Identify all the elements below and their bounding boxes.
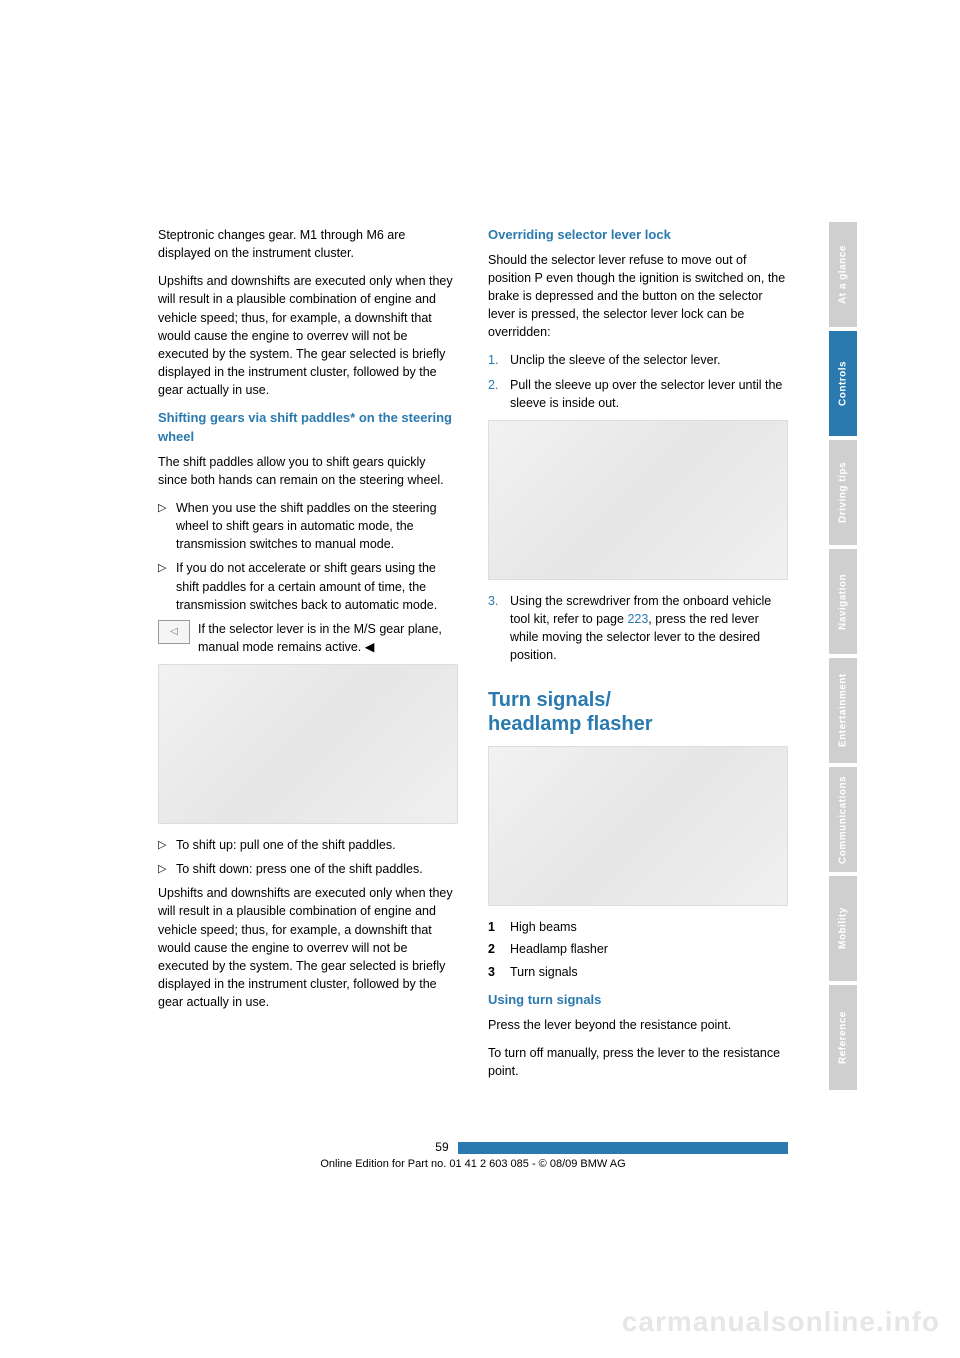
paragraph: The shift paddles allow you to shift gea… [158,453,458,489]
tab-at-a-glance[interactable]: At a glance [829,222,857,327]
subheading-using-turn-signals: Using turn signals [488,991,788,1010]
ordered-item: 3. Using the screwdriver from the onboar… [488,592,788,665]
bullet-icon: ▷ [158,559,176,613]
step-number: 2. [488,376,510,412]
tab-mobility[interactable]: Mobility [829,876,857,981]
page-number: 59 [435,1140,448,1154]
subheading-shift-paddles: Shifting gears via shift paddles* on the… [158,409,458,447]
bullet-text: If you do not accelerate or shift gears … [176,559,458,613]
right-column: Overriding selector lever lock Should th… [488,226,788,1090]
figure-shift-paddles [158,664,458,824]
legend-text: Headlamp flasher [510,940,788,958]
tab-communications[interactable]: Communications [829,767,857,872]
bullet-icon: ▷ [158,499,176,553]
tab-navigation[interactable]: Navigation [829,549,857,654]
step-number: 3. [488,592,510,665]
ordered-item: 2. Pull the sleeve up over the selector … [488,376,788,412]
bullet-item: ▷ If you do not accelerate or shift gear… [158,559,458,613]
paragraph: Should the selector lever refuse to move… [488,251,788,342]
step-text: Using the screwdriver from the onboard v… [510,592,788,665]
page-link-223[interactable]: 223 [627,612,648,626]
bullet-text: To shift down: press one of the shift pa… [176,860,458,878]
subheading-override-lock: Overriding selector lever lock [488,226,788,245]
paragraph: To turn off manually, press the lever to… [488,1044,788,1080]
bullet-icon: ▷ [158,860,176,878]
heading-line2: headlamp flasher [488,713,653,735]
figure-selector-lever [488,420,788,580]
legend-text: Turn signals [510,963,788,981]
bullet-item: ▷ When you use the shift paddles on the … [158,499,458,553]
legend-number: 1 [488,918,510,936]
paragraph: Steptronic changes gear. M1 through M6 a… [158,226,458,262]
heading-turn-signals: Turn signals/ headlamp flasher [488,688,788,736]
tab-driving-tips[interactable]: Driving tips [829,440,857,545]
legend-item: 2 Headlamp flasher [488,940,788,958]
tab-controls[interactable]: Controls [829,331,857,436]
step-text: Unclip the sleeve of the selector lever. [510,351,788,369]
paragraph: Upshifts and downshifts are executed onl… [158,272,458,399]
watermark: carmanualsonline.info [622,1306,940,1338]
footer-copyright: Online Edition for Part no. 01 41 2 603 … [158,1158,788,1170]
bullet-item: ▷ To shift down: press one of the shift … [158,860,458,878]
step-number: 1. [488,351,510,369]
legend-number: 3 [488,963,510,981]
heading-line1: Turn signals/ [488,689,611,711]
legend-item: 1 High beams [488,918,788,936]
step-text: Pull the sleeve up over the selector lev… [510,376,788,412]
left-column: Steptronic changes gear. M1 through M6 a… [158,226,458,1021]
legend-text: High beams [510,918,788,936]
page-number-row: 59 [158,1140,788,1154]
bullet-text: To shift up: pull one of the shift paddl… [176,836,458,854]
paragraph: Upshifts and downshifts are executed onl… [158,884,458,1011]
bullet-item: ▷ To shift up: pull one of the shift pad… [158,836,458,854]
bullet-icon: ▷ [158,836,176,854]
figure-turn-signals [488,746,788,906]
page-number-bar [458,1142,788,1154]
legend-item: 3 Turn signals [488,963,788,981]
tab-reference[interactable]: Reference [829,985,857,1090]
section-tabs: At a glance Controls Driving tips Naviga… [829,222,857,1094]
bullet-text: When you use the shift paddles on the st… [176,499,458,553]
tab-entertainment[interactable]: Entertainment [829,658,857,763]
legend-number: 2 [488,940,510,958]
page-content: Steptronic changes gear. M1 through M6 a… [158,226,788,1090]
info-icon: ◁ [158,620,190,644]
info-note: ◁ If the selector lever is in the M/S ge… [158,620,458,656]
paragraph: Press the lever beyond the resistance po… [488,1016,788,1034]
note-text: If the selector lever is in the M/S gear… [198,620,458,656]
ordered-item: 1. Unclip the sleeve of the selector lev… [488,351,788,369]
